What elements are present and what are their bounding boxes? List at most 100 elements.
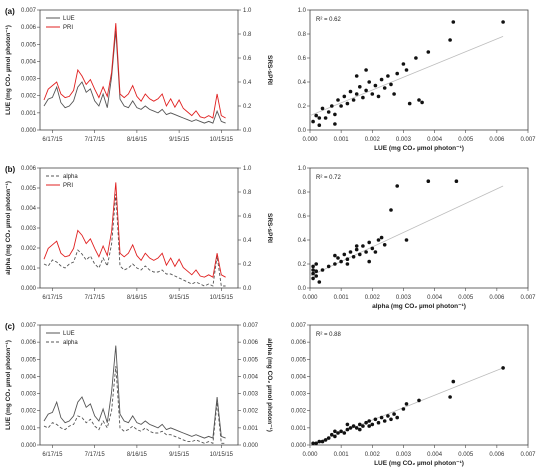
- y-tick-label: 0.6: [298, 56, 307, 62]
- y2-tick-label: 0.6: [243, 56, 252, 62]
- data-point: [339, 259, 343, 264]
- y-tick-label: 0.0: [298, 128, 307, 134]
- data-point: [311, 276, 315, 281]
- x-tick-label: 9/15/15: [169, 137, 190, 143]
- x-axis-label: alpha (mg CO₂ µmol photon⁻¹): [372, 303, 466, 310]
- data-point: [336, 256, 340, 260]
- y-tick-label: 0.006: [21, 340, 37, 346]
- y2-tick-label: 0.2: [243, 262, 252, 268]
- series-line-alpha: [43, 366, 226, 444]
- data-point: [311, 268, 315, 272]
- data-point: [333, 262, 337, 266]
- x-tick-label: 6/17/15: [42, 452, 63, 458]
- y2-tick-label: 0.0: [243, 128, 252, 134]
- data-point: [358, 422, 362, 427]
- data-point: [339, 104, 343, 108]
- series-line-pri: [43, 23, 226, 119]
- data-point: [345, 427, 350, 432]
- data-point: [326, 264, 331, 269]
- y-axis-label: alpha (mg CO₂ µmol photon⁻¹): [5, 181, 12, 275]
- x-tick-label: 0.003: [396, 137, 412, 143]
- y-tick-label: 0.005: [21, 357, 37, 363]
- data-point: [323, 438, 328, 442]
- x-tick-label: 6/17/15: [42, 137, 63, 143]
- data-point: [361, 424, 365, 428]
- y-tick-label: 0.003: [291, 392, 307, 398]
- data-point: [370, 92, 375, 96]
- data-point: [417, 98, 421, 102]
- data-point: [420, 100, 424, 105]
- legend-label: LUE: [63, 16, 75, 22]
- data-point: [354, 244, 359, 248]
- data-point: [339, 429, 343, 434]
- y2-tick-label: 0.002: [243, 409, 259, 415]
- legend-label: LUE: [63, 331, 75, 337]
- y-tick-label: 0.002: [21, 246, 37, 252]
- data-point: [314, 113, 319, 118]
- data-point: [448, 395, 452, 399]
- x-tick-label: 0.005: [458, 137, 474, 143]
- y-tick-label: 0.003: [21, 392, 37, 398]
- data-point: [351, 254, 356, 259]
- y-tick-label: 0.004: [291, 374, 307, 380]
- y-tick-label: 0.000: [291, 443, 307, 449]
- data-point: [367, 259, 372, 264]
- data-point: [317, 123, 322, 127]
- data-point: [404, 402, 409, 406]
- y2-axis-label: SRS-sPRI: [266, 55, 273, 85]
- data-point: [426, 50, 431, 54]
- data-point: [333, 112, 337, 117]
- data-point: [351, 98, 356, 102]
- data-point: [345, 257, 350, 262]
- x-tick-label: 0.005: [458, 295, 474, 301]
- y-tick-label: 0.000: [21, 128, 37, 134]
- x-tick-label: 0.006: [489, 295, 505, 301]
- r-squared-annotation: R² = 0.72: [316, 175, 342, 181]
- y2-tick-label: 0.8: [243, 32, 252, 38]
- y-tick-label: 0.002: [291, 409, 307, 415]
- data-point: [345, 101, 350, 106]
- data-point: [367, 240, 372, 245]
- legend-label: alpha: [63, 340, 78, 346]
- x-tick-label: 10/15/15: [210, 137, 234, 143]
- y-tick-label: 0.007: [291, 323, 307, 329]
- y2-tick-label: 0.4: [243, 238, 252, 244]
- data-point: [386, 74, 390, 78]
- data-point: [320, 268, 325, 272]
- data-point: [354, 426, 359, 430]
- x-tick-label: 9/15/15: [169, 295, 190, 301]
- data-point: [404, 68, 409, 72]
- y-tick-label: 1.0: [298, 8, 307, 14]
- y-tick-label: 0.006: [291, 340, 307, 346]
- x-axis-label: LUE (mg CO₂ µmol photon⁻¹): [374, 460, 464, 467]
- x-tick-label: 7/17/15: [85, 295, 106, 301]
- data-point: [373, 83, 378, 88]
- data-point: [364, 250, 368, 254]
- data-point: [336, 431, 340, 435]
- data-point: [342, 94, 347, 99]
- legend-label: PRI: [63, 25, 73, 31]
- data-point: [401, 407, 406, 411]
- data-point: [330, 104, 334, 108]
- y2-tick-label: 1.0: [243, 8, 252, 14]
- y-tick-label: 0.4: [298, 238, 307, 244]
- x-tick-label: 0.000: [302, 137, 318, 143]
- y2-axis-label: alpha (mg CO₂ µmol photon⁻¹): [266, 338, 273, 432]
- data-point: [361, 244, 365, 248]
- data-point: [317, 116, 322, 120]
- data-point: [314, 269, 319, 274]
- x-tick-label: 0.006: [489, 452, 505, 458]
- x-axis-label: LUE (mg CO₂ µmol photon⁻¹): [374, 145, 464, 152]
- y-tick-label: 0.002: [21, 409, 37, 415]
- data-point: [361, 95, 365, 100]
- data-point: [379, 235, 384, 240]
- data-point: [364, 420, 368, 425]
- data-point: [392, 412, 396, 416]
- data-point: [320, 439, 325, 444]
- data-point: [414, 56, 418, 60]
- y-tick-label: 0.4: [298, 80, 307, 86]
- panel-label: (c): [5, 322, 15, 331]
- data-point: [501, 366, 505, 370]
- x-tick-label: 9/15/15: [169, 452, 190, 458]
- data-point: [367, 80, 372, 84]
